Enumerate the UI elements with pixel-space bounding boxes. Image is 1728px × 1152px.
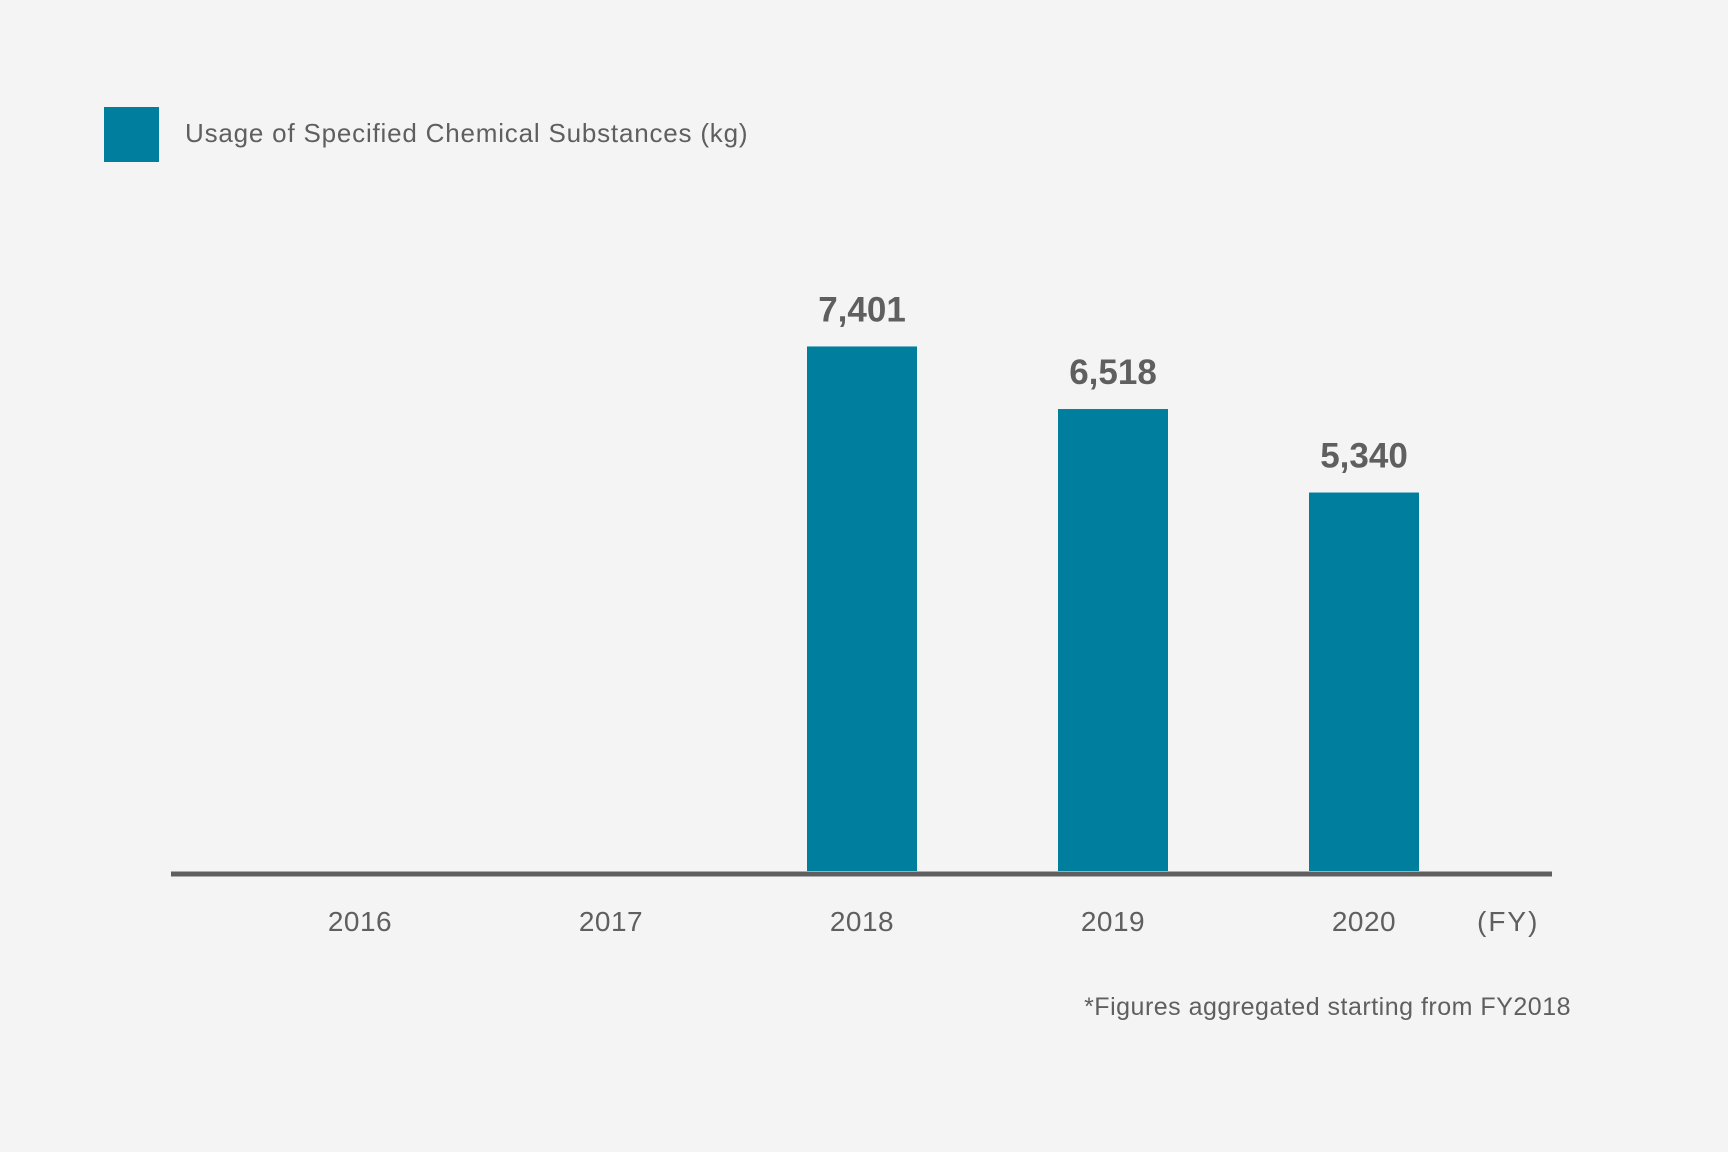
value-labels: 7,401 6,518 5,340 bbox=[818, 290, 1408, 475]
bar-2019 bbox=[1058, 409, 1168, 871]
value-label-2020: 5,340 bbox=[1320, 437, 1408, 476]
x-tick-labels: 2016 2017 2018 2019 2020 bbox=[328, 906, 1396, 937]
x-tick-label-2017: 2017 bbox=[579, 906, 643, 937]
legend-swatch bbox=[104, 107, 159, 162]
value-label-2018: 7,401 bbox=[818, 290, 906, 329]
legend: Usage of Specified Chemical Substances (… bbox=[104, 107, 748, 162]
value-label-2019: 6,518 bbox=[1069, 353, 1157, 392]
legend-label: Usage of Specified Chemical Substances (… bbox=[185, 118, 748, 148]
x-axis-unit: (FY) bbox=[1477, 906, 1539, 937]
bar-2018 bbox=[807, 346, 917, 872]
x-tick-label-2020: 2020 bbox=[1332, 906, 1396, 937]
x-tick-label-2016: 2016 bbox=[328, 906, 392, 937]
x-tick-label-2019: 2019 bbox=[1081, 906, 1145, 937]
bars bbox=[807, 346, 1419, 872]
bar-2020 bbox=[1309, 492, 1419, 871]
footnote: *Figures aggregated starting from FY2018 bbox=[1084, 993, 1571, 1021]
x-tick-label-2018: 2018 bbox=[830, 906, 894, 937]
